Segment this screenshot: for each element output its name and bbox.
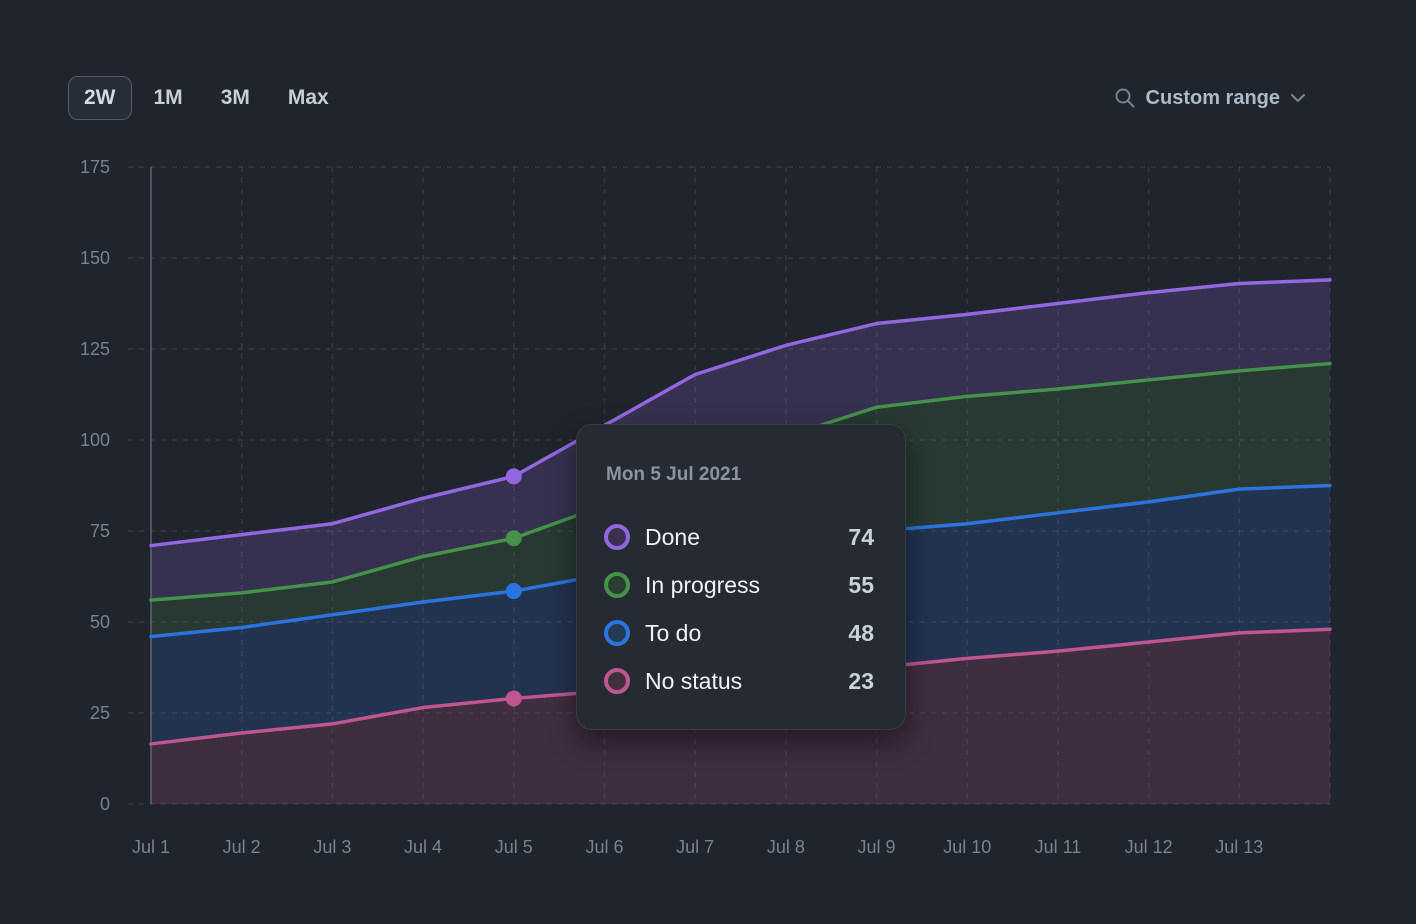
x-tick-label: Jul 5 <box>494 837 533 857</box>
tooltip-label: To do <box>645 619 702 646</box>
range-button-max[interactable]: Max <box>272 76 345 120</box>
y-tick-label: 0 <box>99 794 110 814</box>
marker-dot-done[interactable] <box>505 468 522 485</box>
x-tick-label: Jul 4 <box>404 837 443 857</box>
tooltip-value: 23 <box>848 667 874 694</box>
y-tick-label: 75 <box>89 521 110 541</box>
tooltip-value: 74 <box>848 523 874 550</box>
range-button-2w[interactable]: 2W <box>68 76 132 120</box>
range-button-3m[interactable]: 3M <box>205 76 266 120</box>
y-tick-label: 150 <box>79 248 110 268</box>
tooltip-row-to-do: To do 48 <box>604 609 874 657</box>
tooltip-label: Done <box>645 523 700 550</box>
marker-dot-in-progress[interactable] <box>505 530 522 547</box>
tooltip-label: No status <box>645 667 743 694</box>
tooltip-row-in-progress: In progress 55 <box>604 561 874 609</box>
no-status-series-ring-icon <box>604 668 630 694</box>
custom-range-label: Custom range <box>1145 86 1280 109</box>
y-tick-label: 25 <box>89 703 110 723</box>
custom-range-dropdown[interactable]: Custom range <box>1114 87 1306 110</box>
x-tick-label: Jul 1 <box>131 837 171 857</box>
y-tick-label: 50 <box>89 612 110 632</box>
y-tick-label: 175 <box>79 157 110 177</box>
to-do-series-ring-icon <box>604 620 630 646</box>
tooltip-value: 48 <box>848 619 874 646</box>
marker-dot-to-do[interactable] <box>505 583 522 600</box>
y-tick-label: 100 <box>79 430 110 450</box>
x-tick-label: Jul 7 <box>676 837 715 857</box>
range-button-1m[interactable]: 1M <box>138 76 199 120</box>
in-progress-series-ring-icon <box>604 572 630 598</box>
done-series-ring-icon <box>604 524 630 550</box>
x-tick-label: Jul 8 <box>766 837 805 857</box>
search-icon <box>1114 87 1136 109</box>
tooltip-row-no-status: No status 23 <box>604 657 874 705</box>
tooltip-value: 55 <box>848 571 874 598</box>
x-tick-label: Jul 9 <box>857 837 896 857</box>
tooltip-date: Mon 5 Jul 2021 <box>606 464 742 485</box>
x-tick-label: Jul 12 <box>1124 837 1173 857</box>
chart-tooltip: Mon 5 Jul 2021 Done 74 In progress 55 To… <box>576 424 906 730</box>
tooltip-row-done: Done 74 <box>604 513 874 561</box>
tooltip-rows: Done 74 In progress 55 To do 48 No statu… <box>604 513 874 705</box>
date-range-group: 2W 1M 3M Max <box>68 76 345 120</box>
line-done <box>149 278 1332 548</box>
x-tick-label: Jul 3 <box>313 837 352 857</box>
x-tick-label: Jul 10 <box>943 837 992 857</box>
x-tick-label: Jul 6 <box>585 837 624 857</box>
x-tick-label: Jul 13 <box>1215 837 1264 857</box>
x-tick-label: Jul 2 <box>222 837 261 857</box>
tooltip-label: In progress <box>645 571 761 598</box>
x-tick-label: Jul 11 <box>1034 837 1082 857</box>
marker-dot-no-status[interactable] <box>505 690 522 707</box>
chevron-down-icon <box>1290 93 1306 103</box>
y-tick-label: 125 <box>79 339 110 359</box>
chart-toolbar: 2W 1M 3M Max Custom range <box>68 74 1306 122</box>
